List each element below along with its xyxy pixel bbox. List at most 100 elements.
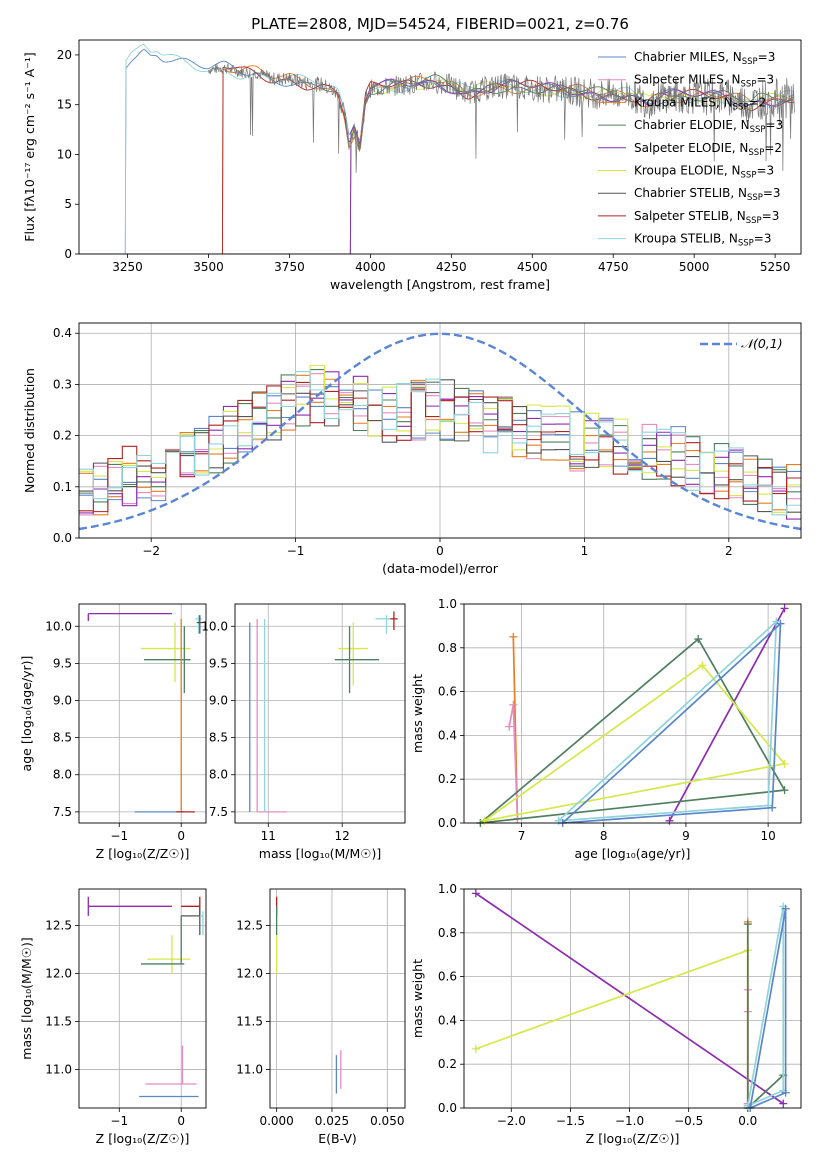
y-tick-label: 9.0 — [53, 694, 72, 708]
y-tick-label: 0.6 — [438, 685, 457, 699]
spectrum-panel: 3250 3500 3750 4000 4250 4500 4750 5000 5250 0 5 10… — [22, 39, 802, 292]
mass-weight-marker — [779, 1099, 788, 1108]
mass-weight-marker — [505, 722, 514, 731]
x-tick-label: 7 — [518, 829, 526, 843]
x-tick-label: 5000 — [679, 260, 710, 274]
x-tick-label: −2 — [142, 544, 160, 558]
x-axis-label: Z [log₁₀(Z/Z☉)] — [586, 1131, 680, 1146]
mass-vs-z-panel: −1 0 11.0 11.5 12.0 12.5 Z [log₁₀(Z/Z☉)] mass [… — [19, 888, 207, 1146]
x-tick-label: −2.0 — [497, 1114, 526, 1128]
axes-frame — [234, 603, 406, 824]
x-tick-label: 9 — [682, 829, 690, 843]
mass-weight-marker — [471, 889, 480, 898]
y-tick-label: 7.5 — [209, 805, 228, 819]
x-tick-label: 8 — [600, 829, 608, 843]
mass-weight-line — [479, 637, 786, 823]
legend-entry: Salpeter STELIB, NSSP=3 — [634, 209, 779, 226]
x-tick-label: −0.5 — [674, 1114, 703, 1128]
mass-weight-marker — [480, 816, 489, 825]
y-tick-label: 0.2 — [438, 772, 457, 786]
residual-histogram — [79, 370, 801, 516]
x-tick-label: 0.025 — [315, 1114, 349, 1128]
mass-weight-marker — [781, 904, 790, 913]
mass-weight-line — [475, 949, 749, 1106]
legend-entry: Kroupa STELIB, NSSP=3 — [634, 232, 772, 249]
y-tick-label: 12.0 — [236, 967, 263, 981]
y-axis-label: mass weight — [410, 959, 425, 1038]
mass-weight-marker — [665, 816, 674, 825]
mass-weight-line — [668, 607, 786, 822]
y-tick-label: 0.1 — [53, 480, 72, 494]
legend-entry: Kroupa ELODIE, NSSP=3 — [634, 164, 774, 181]
y-tick-label: 0.8 — [438, 641, 457, 655]
figure-title: PLATE=2808, MJD=54524, FIBERID=0021, z=0… — [251, 15, 629, 33]
y-tick-label: 8.0 — [209, 768, 228, 782]
axes-frame — [78, 888, 207, 1109]
y-tick-label: 0.0 — [438, 1101, 457, 1115]
legend-entry: 𝒩(0,1) — [741, 336, 783, 351]
x-axis-label: (data-model)/error — [382, 561, 499, 576]
y-tick-label: 0.6 — [438, 970, 457, 984]
mass-weight-marker — [694, 635, 703, 644]
y-tick-label: 20 — [57, 48, 72, 62]
y-axis-label: Normed distribution — [22, 368, 37, 493]
y-tick-label: 9.5 — [53, 656, 72, 670]
y-tick-label: 11.0 — [236, 1063, 263, 1077]
x-tick-label: 12 — [335, 829, 350, 843]
mass-weight-marker — [776, 619, 785, 628]
mass-weight-line — [484, 664, 787, 822]
y-tick-label: 0.4 — [438, 1013, 457, 1027]
y-tick-label: 10.0 — [201, 619, 228, 633]
axes-frame — [78, 322, 802, 539]
x-tick-label: 4750 — [598, 260, 629, 274]
x-tick-label: −1.0 — [615, 1114, 644, 1128]
y-axis-label: Flux [fλ10⁻¹⁷ erg cm⁻² s⁻¹ A⁻¹] — [22, 52, 37, 241]
x-tick-label: 3250 — [112, 260, 143, 274]
y-tick-label: 10.0 — [45, 619, 72, 633]
y-tick-label: 1.0 — [438, 882, 457, 896]
mass-weight-marker — [780, 604, 789, 613]
x-tick-label: −1 — [110, 829, 128, 843]
y-tick-label: 9.5 — [209, 656, 228, 670]
y-tick-label: 7.5 — [53, 805, 72, 819]
x-tick-label: 0.050 — [370, 1114, 404, 1128]
axes-frame — [78, 39, 802, 255]
y-tick-label: 12.0 — [45, 967, 72, 981]
x-tick-label: 1 — [581, 544, 589, 558]
mass-weight-line — [749, 908, 787, 1108]
x-tick-label: 0 — [177, 1114, 185, 1128]
mass-weight-marker — [772, 617, 781, 626]
y-tick-label: 12.5 — [45, 919, 72, 933]
mass-weight-line — [746, 924, 784, 1108]
mass-weight-marker — [780, 759, 789, 768]
y-tick-label: 0.2 — [53, 429, 72, 443]
axes-frame — [269, 888, 406, 1109]
y-tick-label: 8.0 — [53, 768, 72, 782]
mass-weight-line — [562, 621, 782, 823]
mass-weight-marker — [471, 1044, 480, 1053]
x-axis-label: age [log₁₀(age/yr)] — [575, 846, 691, 861]
x-tick-label: 3750 — [274, 260, 305, 274]
x-tick-label: −1 — [287, 544, 305, 558]
legend-entry: Chabrier STELIB, NSSP=3 — [634, 186, 781, 203]
y-tick-label: 0.3 — [53, 377, 72, 391]
y-tick-label: 10 — [57, 147, 72, 161]
mass-weight-marker — [698, 661, 707, 670]
legend-entry: Chabrier ELODIE, NSSP=3 — [634, 118, 783, 135]
y-tick-label: 9.0 — [209, 694, 228, 708]
x-tick-label: 4000 — [355, 260, 386, 274]
axes-frame — [463, 888, 802, 1109]
x-tick-label: 0 — [436, 544, 444, 558]
y-tick-label: 0.0 — [438, 816, 457, 830]
y-tick-label: 1.0 — [438, 597, 457, 611]
y-tick-label: 0.0 — [53, 531, 72, 545]
y-axis-label: age [log₁₀(age/yr)] — [19, 656, 34, 772]
y-tick-label: 11.0 — [45, 1063, 72, 1077]
legend-entry: Kroupa MILES, NSSP=2 — [634, 95, 766, 112]
x-axis-label: Z [log₁₀(Z/Z☉)] — [96, 1131, 190, 1146]
y-tick-label: 12.5 — [236, 919, 263, 933]
mass-weight-marker — [554, 816, 563, 825]
y-tick-label: 11.5 — [45, 1015, 72, 1029]
legend-entry: Salpeter MILES, NSSP=3 — [634, 73, 774, 90]
